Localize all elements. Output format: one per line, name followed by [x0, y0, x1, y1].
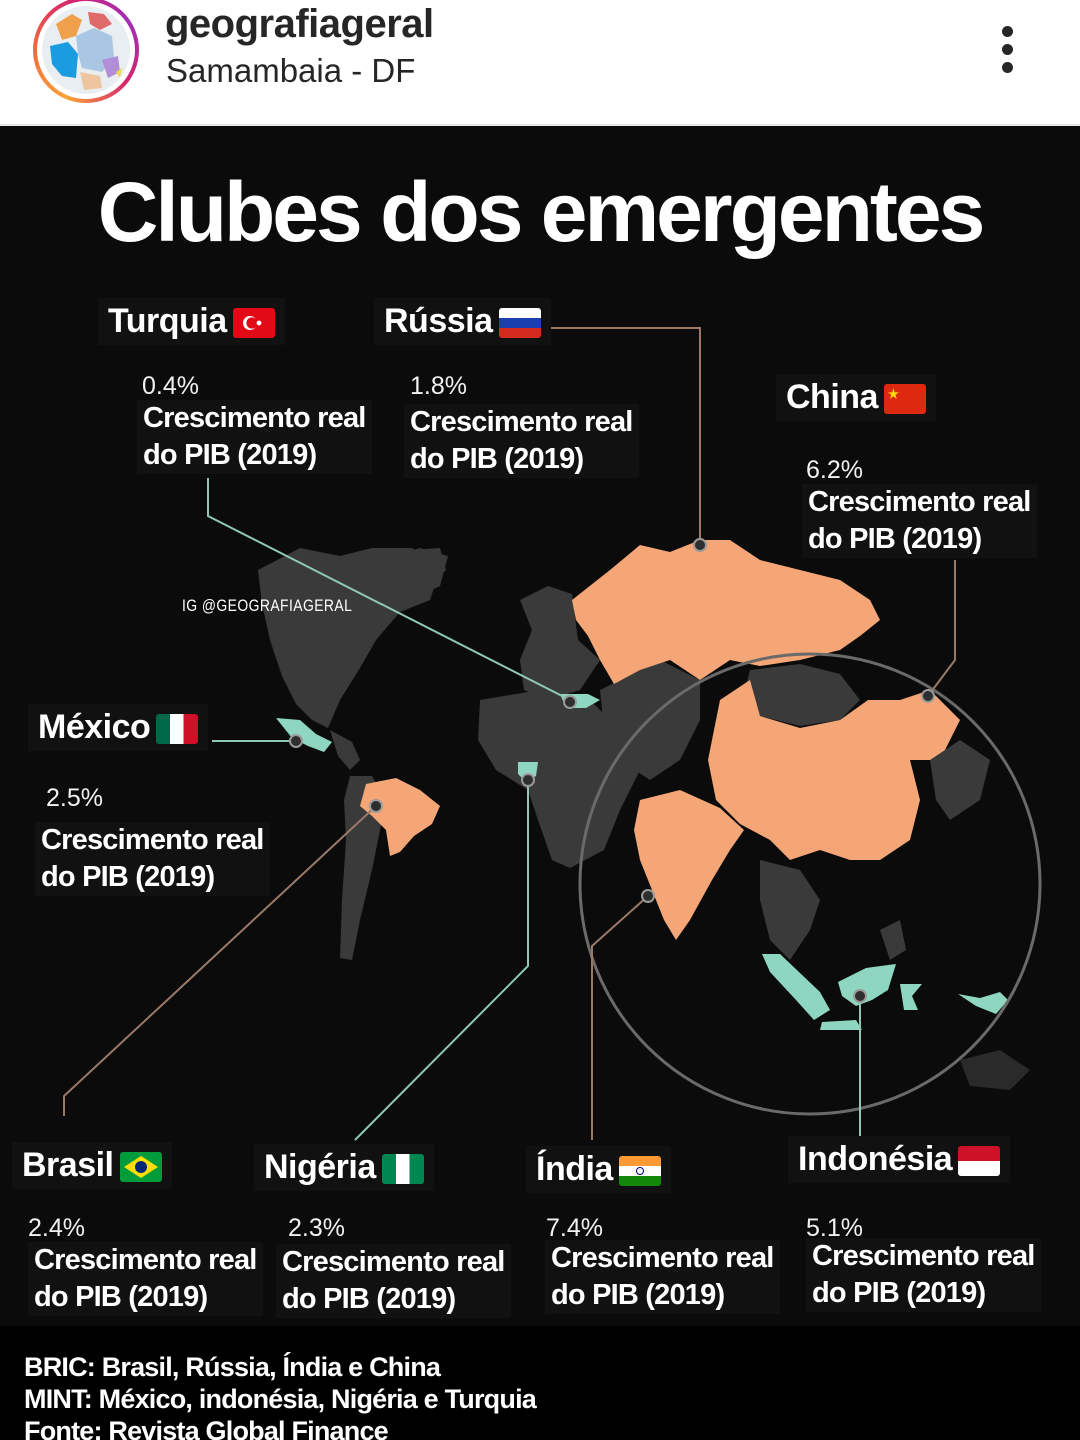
africa [478, 690, 640, 868]
value-russia: 1.8% [410, 372, 467, 400]
post-header: geografiageral Samambaia - DF [0, 0, 1080, 126]
desc-nigeria: Crescimento real do PIB (2019) [276, 1244, 511, 1318]
desc-turquia: Crescimento real do PIB (2019) [137, 400, 372, 474]
legend-footer: BRIC: Brasil, Rússia, Índia e China MINT… [0, 1326, 1080, 1440]
legend-bric: BRIC: Brasil, Rússia, Índia e China [24, 1352, 441, 1382]
username[interactable]: geografiageral [165, 2, 434, 46]
world-map [63, 327, 1042, 1141]
flag-india-icon [618, 1156, 661, 1187]
value-india: 7.4% [546, 1214, 603, 1242]
flag-indonesia-icon [958, 1146, 1001, 1177]
desc-russia: Crescimento real do PIB (2019) [404, 404, 639, 478]
country-label-mexico: México [28, 704, 209, 751]
source: Fonte: Revista Global Finance [24, 1416, 389, 1440]
india-leader [591, 895, 649, 1140]
country-label-india: Índia [526, 1146, 671, 1193]
infographic-title: Clubes dos emergentes [97, 165, 986, 259]
desc-brasil: Crescimento real do PIB (2019) [28, 1242, 263, 1316]
legend-mint: MINT: México, indonésia, Nigéria e Turqu… [24, 1384, 537, 1414]
flag-nigeria-icon [381, 1154, 424, 1185]
value-nigeria: 2.3% [288, 1214, 345, 1242]
value-mexico: 2.5% [46, 784, 103, 812]
svg-text:★: ★ [888, 387, 899, 401]
desc-indonesia: Crescimento real do PIB (2019) [806, 1238, 1041, 1312]
flag-mexico-icon [156, 714, 199, 745]
value-turquia: 0.4% [142, 372, 199, 400]
turkey-leader [207, 478, 571, 701]
zoom-circle [578, 652, 1042, 1116]
brazil-leader [63, 805, 377, 1116]
nigeria-leader [354, 780, 529, 1141]
country-label-nigeria: Nigéria [254, 1144, 434, 1191]
desc-china: Crescimento real do PIB (2019) [802, 484, 1037, 558]
avatar[interactable] [33, 0, 139, 103]
flag-turkey-icon [232, 308, 275, 339]
location[interactable]: Samambaia - DF [166, 52, 416, 89]
country-label-china: China ★ [776, 374, 936, 421]
desc-mexico: Crescimento real do PIB (2019) [35, 822, 270, 896]
russia-leader [548, 327, 701, 545]
north-america [258, 548, 440, 728]
value-china: 6.2% [806, 456, 863, 484]
russia-shape [572, 540, 880, 684]
post-image: Clubes dos emergentes [0, 126, 1080, 1440]
country-label-russia: Rússia [374, 298, 551, 345]
flag-brazil-icon [119, 1152, 162, 1183]
desc-india: Crescimento real do PIB (2019) [545, 1240, 780, 1314]
china-leader [927, 560, 956, 697]
flag-china-icon: ★ [883, 384, 926, 415]
china-shape [708, 680, 960, 860]
value-indonesia: 5.1% [806, 1214, 863, 1242]
country-label-indonesia: Indonésia [788, 1136, 1011, 1183]
country-label-brasil: Brasil [12, 1142, 172, 1189]
more-vertical-icon[interactable] [990, 20, 1026, 76]
flag-russia-icon [498, 308, 541, 339]
south-america [340, 776, 386, 960]
watermark: IG @GEOGRAFIAGERAL [182, 596, 353, 615]
india-shape [634, 790, 744, 940]
country-label-turquia: Turquia [98, 298, 285, 345]
value-brasil: 2.4% [28, 1214, 85, 1242]
brazil-shape [360, 778, 440, 856]
mexico-shape [276, 718, 332, 752]
indonesia-shape [762, 954, 1008, 1030]
globe-icon [42, 6, 130, 94]
